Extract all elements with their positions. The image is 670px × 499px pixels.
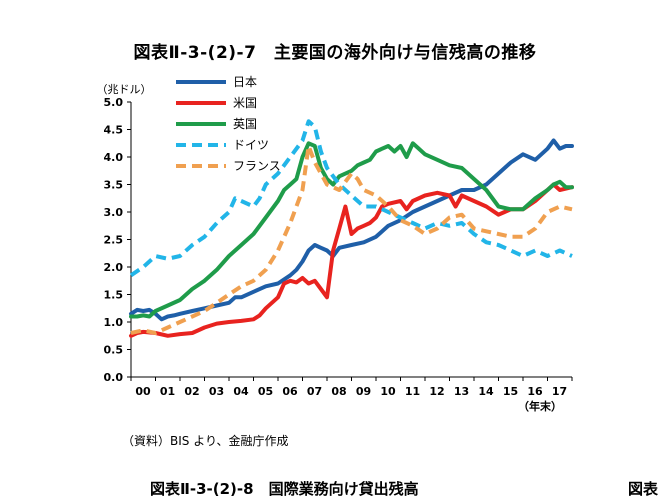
y-axis-unit: （兆ドル） (97, 83, 152, 96)
source-note: （資料）BIS より、金融庁作成 (122, 434, 289, 448)
x-tick-label: 04 (233, 385, 249, 398)
x-tick-label: 16 (527, 385, 543, 398)
x-tick-label: 02 (184, 385, 199, 398)
x-tick-label: 03 (209, 385, 224, 398)
series-line-英国 (129, 141, 574, 319)
x-tick-label: 05 (258, 385, 273, 398)
x-axis-unit: （年末） (518, 399, 562, 413)
series-line-フランス (130, 144, 573, 335)
x-tick-label: 11 (405, 385, 420, 398)
y-tick-label: 5.0 (104, 96, 124, 109)
x-tick-label: 09 (356, 385, 371, 398)
legend-label: ドイツ (233, 138, 269, 152)
y-tick-label: 4.5 (104, 124, 124, 137)
x-tick-label: 17 (552, 385, 567, 398)
legend-label: 日本 (233, 75, 257, 89)
chart-axes: 0.0 0.5 1.0 1.5 2.0 2.5 3.0 3.5 4.0 4.5 5.0（兆ドル） 00… (97, 83, 573, 413)
next-figure-caption-right: 図表 (628, 480, 659, 498)
x-tick-label: 06 (282, 385, 298, 398)
y-tick-label: 1.5 (104, 289, 124, 302)
y-tick-label: 2.5 (104, 234, 124, 247)
x-tick-label: 07 (307, 385, 322, 398)
y-tick-label: 3.0 (104, 206, 124, 219)
x-tick-label: 14 (478, 385, 494, 398)
y-tick-label: 3.5 (104, 179, 124, 192)
x-tick-label: 08 (331, 385, 346, 398)
legend-label: 英国 (233, 117, 257, 131)
x-tick-label: 10 (380, 385, 396, 398)
x-tick-label: 01 (160, 385, 175, 398)
chart-title: 図表Ⅱ-3-(2)-7 主要国の海外向け与信残高の推移 (133, 43, 537, 63)
series-line-米国 (129, 182, 574, 338)
chart-series (129, 119, 574, 338)
y-tick-label: 4.0 (104, 151, 124, 164)
y-tick-label: 0.5 (104, 344, 124, 357)
x-tick-label: 00 (135, 385, 151, 398)
legend-label: 米国 (233, 96, 257, 110)
y-tick-label: 0.0 (104, 371, 124, 384)
series-line-日本 (129, 138, 574, 322)
y-tick-label: 1.0 (104, 316, 124, 329)
x-tick-label: 12 (429, 385, 444, 398)
x-tick-label: 15 (503, 385, 518, 398)
next-figure-caption: 図表Ⅱ-3-(2)-8 国際業務向け貸出残高 (150, 480, 419, 498)
y-tick-label: 2.0 (104, 261, 124, 274)
x-tick-label: 13 (454, 385, 469, 398)
legend-label: フランス (233, 159, 281, 173)
series-line-ドイツ (129, 119, 573, 277)
